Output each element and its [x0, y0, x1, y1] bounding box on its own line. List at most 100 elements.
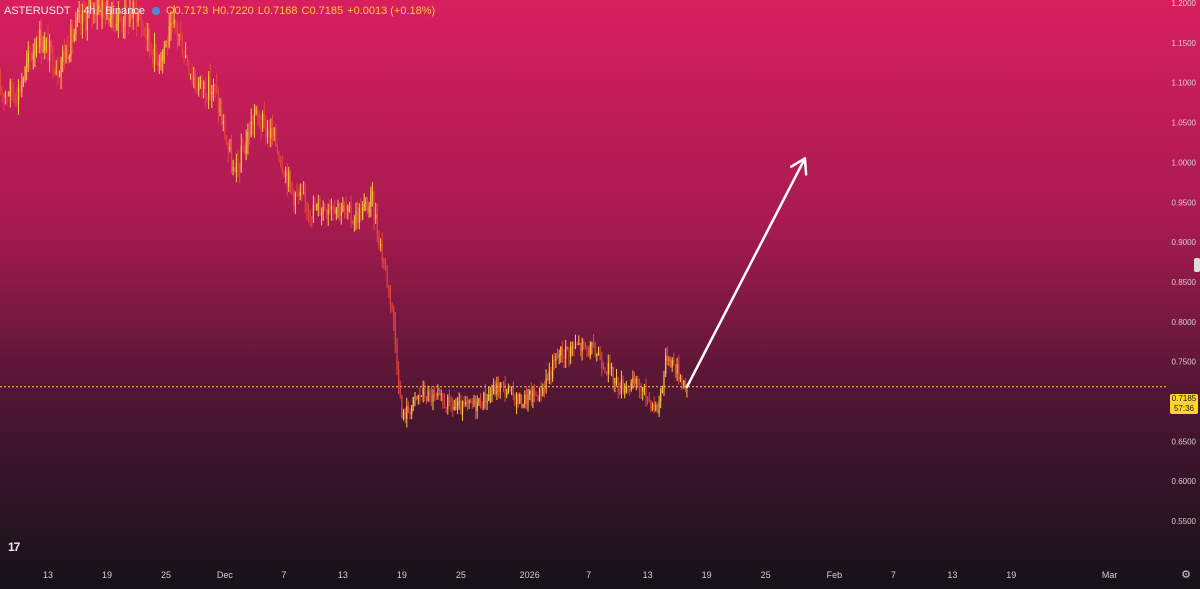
candle-body [671, 359, 673, 368]
candle-body [401, 396, 403, 418]
price-tick-label: 1.0500 [1172, 119, 1197, 128]
close-value: C0.7185 [301, 5, 344, 17]
candle-body [558, 355, 560, 358]
candle-body [586, 347, 588, 349]
candle-body [280, 161, 282, 164]
candle-body [126, 4, 128, 9]
price-tick-label: 0.9000 [1172, 238, 1197, 247]
candle-body [285, 170, 287, 178]
candle-body [191, 74, 193, 80]
candle-body [684, 380, 686, 389]
candle-body [635, 378, 637, 385]
candle-body [50, 41, 52, 49]
candle-body [422, 388, 424, 396]
candle-body [255, 108, 257, 114]
candle-body [393, 307, 395, 322]
candle-body [4, 93, 6, 98]
projection-arrow[interactable] [685, 157, 808, 389]
candle-body [283, 172, 285, 178]
candle-body [281, 163, 283, 172]
candle-body [470, 399, 472, 403]
candle-body [55, 70, 57, 75]
candle-body [520, 394, 523, 408]
low-value: L0.7168 [257, 5, 298, 17]
time-axis[interactable]: 13 19 25 Dec 7 13 19 25 2026 7 13 19 25 Feb 7 13 19 Mar [43, 570, 1117, 580]
candle-body [114, 18, 116, 30]
high-value: H0.7220 [212, 5, 254, 17]
candle-body [383, 259, 385, 264]
candle-body [332, 206, 334, 210]
arrow-shaft [685, 157, 807, 389]
candle-body [566, 346, 568, 349]
candle-body [235, 162, 237, 172]
candle-body [334, 209, 336, 214]
candle-body [343, 204, 346, 208]
candle-body [683, 380, 685, 386]
candle-body [58, 75, 61, 77]
candle-body [80, 13, 82, 25]
candle-body [294, 193, 296, 205]
time-tick-label: 25 [761, 570, 771, 580]
candle-body [73, 34, 75, 42]
candle-body [389, 287, 391, 304]
symbol-name[interactable]: ASTERUSDT [4, 5, 71, 17]
interval-label[interactable]: 4h [83, 5, 96, 17]
candle-body [185, 55, 187, 58]
candle-body [173, 19, 175, 25]
candle-body [512, 387, 514, 396]
candle-body [103, 1, 105, 7]
candle-body [478, 398, 480, 403]
candle-body [340, 211, 342, 216]
candle-body [365, 201, 367, 204]
scale-handle-icon[interactable] [1194, 258, 1200, 272]
candle-body [314, 204, 316, 210]
candle-body [547, 378, 549, 380]
candle-body [663, 374, 665, 389]
candle-body [411, 406, 413, 414]
candle-body [606, 372, 608, 374]
candle-body [62, 51, 64, 62]
candle-body [345, 207, 347, 211]
candle-body [670, 359, 672, 368]
candle-body [501, 382, 503, 384]
candle-body [139, 13, 141, 19]
price-axis[interactable]: 1.2000 1.1500 1.1000 1.0500 1.0000 0.9500 0.90… [1172, 0, 1197, 526]
candle-body [373, 191, 375, 219]
tradingview-logo-icon[interactable]: 17 [8, 540, 20, 554]
settings-gear-icon[interactable]: ⚙ [1181, 569, 1191, 581]
candle-body [409, 411, 411, 414]
candle-body [514, 395, 516, 406]
candle-body [398, 369, 400, 389]
open-value: O0.7173 [165, 5, 209, 17]
candle-body [483, 392, 485, 408]
candle-body [291, 183, 293, 190]
candle-body [535, 395, 537, 397]
candle-body [160, 59, 162, 62]
candle-body [134, 2, 136, 8]
candle-body [593, 343, 595, 344]
candle-body [3, 93, 5, 98]
candle-body [45, 39, 47, 42]
candle-body [288, 171, 290, 187]
candle-body [127, 8, 129, 24]
legend-separator: · [98, 5, 103, 17]
candle-body [353, 222, 355, 224]
candle-body [622, 379, 624, 393]
candle-body [94, 4, 97, 16]
candle-body [57, 70, 59, 77]
candle-body [0, 80, 2, 94]
candle-body [625, 387, 627, 392]
time-tick-label: Mar [1102, 570, 1118, 580]
candle-body [630, 382, 632, 390]
candle-body [14, 94, 16, 101]
candle-body [574, 343, 577, 348]
candle-body [602, 367, 604, 369]
candle-body [98, 5, 100, 10]
candle-body [298, 193, 300, 196]
candle-body [419, 395, 421, 397]
candle-body [339, 204, 341, 216]
symbol-legend[interactable]: ASTERUSDT · 4h · Binance O0.7173 H0.7220… [4, 4, 439, 18]
candle-body [199, 76, 201, 83]
